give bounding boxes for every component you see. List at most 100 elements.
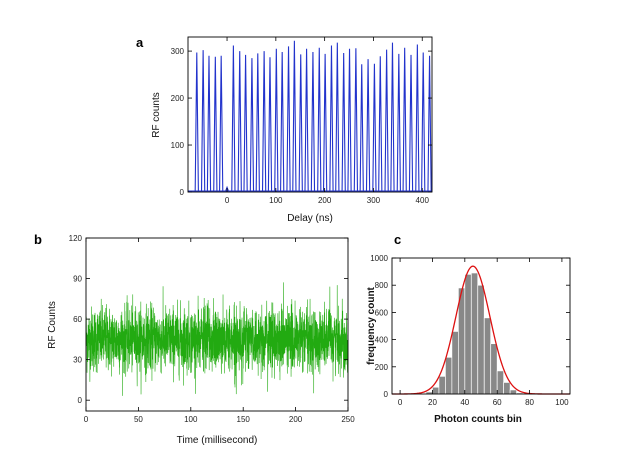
panel-a-peak xyxy=(292,40,297,192)
panel-a-peak xyxy=(421,52,426,192)
panel-a-frame xyxy=(187,36,433,193)
panel-c-frame xyxy=(391,257,571,395)
panel-a-peak xyxy=(390,42,395,192)
panel-c-bar xyxy=(477,284,485,395)
panel-a-peak xyxy=(427,55,432,192)
panel-a-series xyxy=(188,40,432,192)
panel-b-trace xyxy=(85,282,349,396)
panel-b-ytick-label: 120 xyxy=(69,234,83,243)
panel-b-xtick-label: 0 xyxy=(84,415,89,424)
panel-b-xlabel: Time (millisecond) xyxy=(177,435,258,446)
panel-c-xtick-label: 80 xyxy=(525,398,534,407)
panel-b-ytick-label: 0 xyxy=(78,396,83,405)
panel-c-xtick-label: 0 xyxy=(398,398,403,407)
panel-a-peak xyxy=(267,57,273,192)
panel-a-peak xyxy=(298,54,303,192)
panel-c-bar xyxy=(503,382,511,395)
panel-c-ytick-label: 1000 xyxy=(370,254,388,263)
panel-a-peak xyxy=(200,50,206,192)
panel-a-peak xyxy=(274,48,279,192)
panel-a-peak xyxy=(286,46,291,192)
panel-c-bar xyxy=(464,273,472,395)
panel-a-peak xyxy=(194,52,199,192)
panel-a-peak xyxy=(317,47,322,192)
panel-a-ytick-label: 200 xyxy=(171,94,185,103)
panel-a-peak xyxy=(341,52,346,192)
panel-c-ytick-label: 600 xyxy=(375,308,389,317)
panel-a-peak xyxy=(396,53,401,192)
panel-b-series xyxy=(85,282,349,396)
panel-a-peak xyxy=(359,64,364,192)
panel-a-ylabel: RF counts xyxy=(151,92,162,138)
panel-a-peak xyxy=(365,59,371,192)
panel-c-bar xyxy=(470,272,479,395)
panel-b-ytick-label: 90 xyxy=(73,275,82,284)
panel-a-label: a xyxy=(136,35,144,50)
panel-c-bar xyxy=(490,343,498,395)
panel-a-peak xyxy=(213,56,218,192)
panel-a-peak xyxy=(243,54,248,192)
panel-c-ytick-label: 200 xyxy=(375,363,389,372)
panel-b-ticks: 0 50 100 150 200 250 0 30 60 90 120 xyxy=(69,234,356,424)
panel-b-xtick-label: 150 xyxy=(237,415,251,424)
panel-a-xtick-label: 100 xyxy=(269,196,283,205)
panel-a-peak xyxy=(335,42,340,192)
panel-a-peak xyxy=(408,54,414,192)
panel-a-peak xyxy=(310,52,316,192)
panel-a-peak xyxy=(255,53,260,192)
panel-a-peak xyxy=(304,48,309,192)
panel-a-peak xyxy=(219,55,224,192)
panel-a-peak xyxy=(261,51,267,192)
panel-a-peak xyxy=(329,45,334,192)
panel-a-peak xyxy=(280,52,285,192)
panel-b-ytick-label: 30 xyxy=(73,356,82,365)
panel-a-peak xyxy=(206,55,212,192)
panel-c-xtick-label: 100 xyxy=(555,398,569,407)
panel-c-xtick-label: 40 xyxy=(460,398,469,407)
panel-b-xtick-label: 50 xyxy=(134,415,143,424)
panel-c-bar xyxy=(509,389,517,395)
panel-c-ylabel: frequency count xyxy=(366,286,377,364)
panel-b-label: b xyxy=(34,232,42,247)
panel-c-xtick-label: 20 xyxy=(428,398,437,407)
panel-a-peak xyxy=(224,185,230,192)
panel-a-xtick-label: 0 xyxy=(225,196,230,205)
panel-c-xlabel: Photon counts bin xyxy=(434,414,522,425)
panel-a-ytick-label: 300 xyxy=(171,47,185,56)
panel-a-peak xyxy=(378,56,383,192)
panel-a-peak xyxy=(249,58,255,192)
panel-c-ytick-label: 800 xyxy=(375,281,389,290)
panel-c-label: c xyxy=(394,232,401,247)
panel-a-peak xyxy=(384,49,389,192)
panel-a-peak xyxy=(347,48,352,192)
panel-c-bar xyxy=(445,356,453,395)
panel-b-frame xyxy=(85,237,349,412)
panel-a: a 0 100 200 300 400 0 100 200 300 Delay (ns) RF … xyxy=(136,35,433,224)
panel-b-xtick-label: 100 xyxy=(184,415,198,424)
panel-b: b 0 50 100 150 200 250 0 30 60 90 120 Time (millis… xyxy=(34,232,355,446)
panel-a-peak xyxy=(402,47,407,192)
panel-a-peak xyxy=(322,53,328,192)
panel-a-xtick-label: 300 xyxy=(367,196,381,205)
panel-b-xtick-label: 250 xyxy=(341,415,355,424)
panel-a-peak xyxy=(372,63,377,192)
panel-a-xlabel: Delay (ns) xyxy=(287,213,333,224)
panel-b-ylabel: RF Counts xyxy=(47,301,58,349)
panel-a-xtick-label: 400 xyxy=(416,196,430,205)
panel-c-ytick-label: 400 xyxy=(375,336,389,345)
panel-a-peak xyxy=(353,48,359,192)
panel-a-peak xyxy=(231,45,236,192)
panel-c-bars xyxy=(412,272,530,395)
panel-c-bar xyxy=(432,386,440,395)
panel-c-bar xyxy=(483,317,492,395)
panel-a-ticks: 0 100 200 300 400 0 100 200 300 xyxy=(171,37,432,205)
panel-c-xtick-label: 60 xyxy=(493,398,502,407)
panel-c-ytick-label: 0 xyxy=(384,390,389,399)
panel-c-bar xyxy=(451,331,459,395)
panel-a-ytick-label: 100 xyxy=(171,141,185,150)
panel-c-bar xyxy=(438,375,446,395)
panel-b-ytick-label: 60 xyxy=(73,315,82,324)
